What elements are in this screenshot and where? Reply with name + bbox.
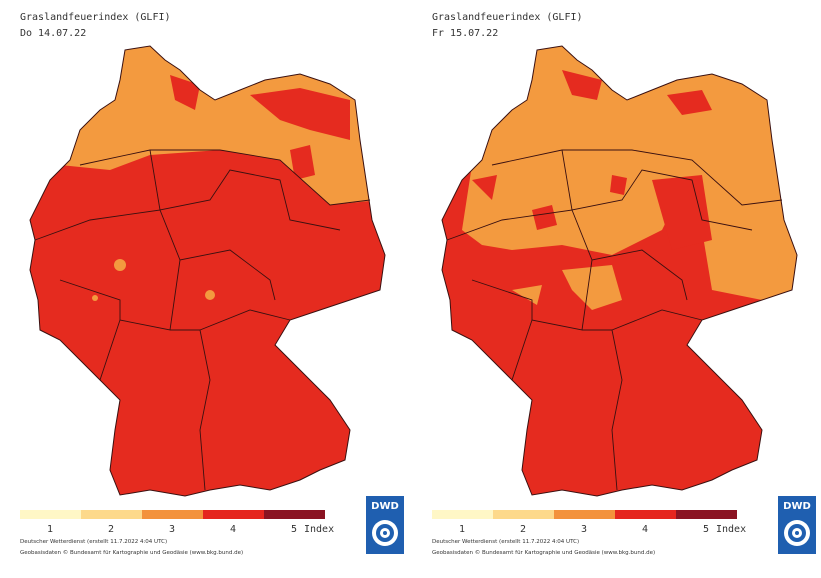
footer-line: Deutscher Wetterdienst (erstellt 11.7.20…: [432, 539, 579, 545]
legend-label: 4: [642, 524, 648, 535]
legend-swatch: [676, 510, 737, 519]
legend-label: 1: [47, 524, 53, 535]
dwd-logo: DWD: [778, 496, 816, 554]
legend-swatch: [142, 510, 203, 519]
legend-label: 2: [108, 524, 114, 535]
legend: 1 2 3 4 5 Index: [432, 510, 746, 535]
legend: 1 2 3 4 5 Index: [20, 510, 334, 535]
logo-text: DWD: [371, 501, 399, 512]
legend-swatch: [20, 510, 81, 519]
legend-swatch: [432, 510, 493, 519]
map-date: Fr 15.07.22: [432, 28, 498, 39]
map-left: Graslandfeuerindex (GLFI) Do 14.07.22 1 2…: [20, 12, 404, 556]
dwd-logo: DWD: [366, 496, 404, 554]
footer-line: Geobasisdaten © Bundesamt für Kartograph…: [20, 549, 243, 556]
legend-label: 5: [291, 524, 297, 535]
legend-swatch: [264, 510, 325, 519]
footer-line: Deutscher Wetterdienst (erstellt 11.7.20…: [20, 539, 167, 545]
legend-label: 4: [230, 524, 236, 535]
legend-swatch: [493, 510, 554, 519]
legend-label: 1: [459, 524, 465, 535]
legend-swatch: [554, 510, 615, 519]
legend-label: 3: [169, 524, 175, 535]
legend-swatch: [81, 510, 142, 519]
legend-label: 2: [520, 524, 526, 535]
legend-unit: Index: [716, 524, 746, 535]
footer-line: Geobasisdaten © Bundesamt für Kartograph…: [432, 549, 655, 556]
map-right: Graslandfeuerindex (GLFI) Fr 15.07.22 1 2…: [432, 12, 816, 556]
legend-unit: Index: [304, 524, 334, 535]
legend-swatch: [203, 510, 264, 519]
map-title: Graslandfeuerindex (GLFI): [432, 12, 583, 23]
logo-text: DWD: [783, 501, 811, 512]
legend-label: 3: [581, 524, 587, 535]
legend-label: 5: [703, 524, 709, 535]
map-date: Do 14.07.22: [20, 28, 86, 39]
legend-swatch: [615, 510, 676, 519]
map-title: Graslandfeuerindex (GLFI): [20, 12, 171, 23]
